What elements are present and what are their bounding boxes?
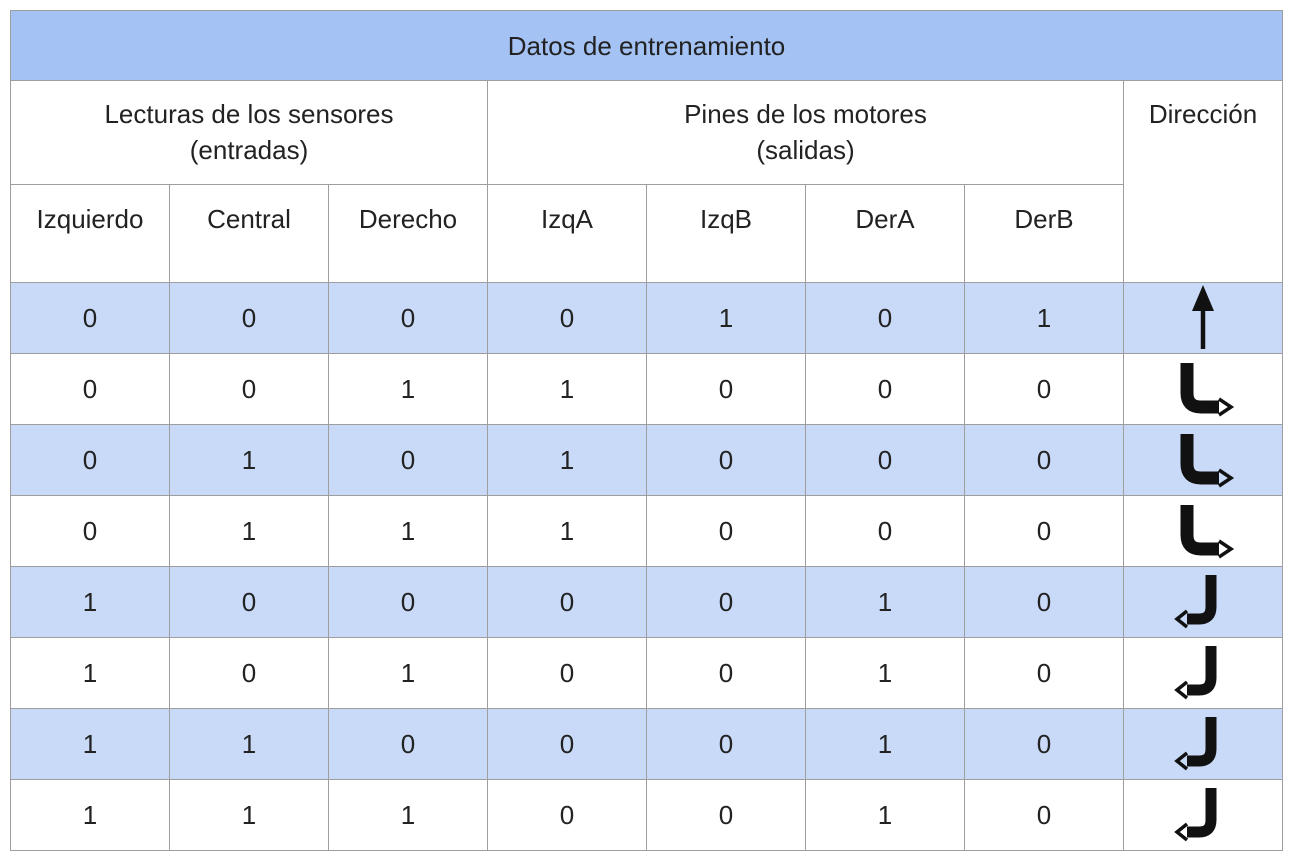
table-cell: 0 — [646, 708, 806, 780]
table-cell: 0 — [10, 424, 170, 496]
table-cell: 0 — [10, 495, 170, 567]
direction-cell — [1122, 424, 1284, 496]
direction-cell — [1122, 282, 1284, 354]
turn-right-arrow-icon — [1124, 361, 1282, 417]
table-cell: 0 — [805, 282, 965, 354]
table-title: Datos de entrenamiento — [9, 10, 1284, 81]
table-cell: 0 — [487, 637, 647, 709]
table-cell: 0 — [487, 566, 647, 638]
table-cell: 0 — [805, 424, 965, 496]
table-cell: 0 — [646, 637, 806, 709]
table-cell: 0 — [805, 495, 965, 567]
table-cell: 0 — [964, 708, 1124, 780]
title-row: Datos de entrenamiento — [9, 10, 1284, 81]
table-wrapper: Datos de entrenamiento Lecturas de los s… — [9, 10, 1284, 851]
table-cell: 1 — [10, 779, 170, 851]
table-cell: 0 — [169, 566, 329, 638]
table-cell: 0 — [964, 637, 1124, 709]
table-cell: 0 — [10, 353, 170, 425]
table-cell: 1 — [328, 495, 488, 567]
direction-cell — [1122, 566, 1284, 638]
direction-cell — [1122, 353, 1284, 425]
table-cell: 0 — [328, 282, 488, 354]
table-cell: 0 — [964, 779, 1124, 851]
table-cell: 1 — [169, 708, 329, 780]
table-cell: 1 — [487, 353, 647, 425]
table-cell: 1 — [487, 424, 647, 496]
direction-header: Dirección — [1122, 80, 1284, 283]
direction-cell — [1122, 708, 1284, 780]
turn-left-arrow-icon — [1124, 573, 1282, 631]
turn-right-arrow-icon — [1124, 432, 1282, 488]
table-cell: 0 — [646, 495, 806, 567]
table-cell: 0 — [487, 282, 647, 354]
table-cell: 1 — [10, 708, 170, 780]
turn-left-arrow-icon — [1124, 715, 1282, 773]
table-cell: 1 — [805, 637, 965, 709]
table-cell: 1 — [964, 282, 1124, 354]
training-data-table: Datos de entrenamiento Lecturas de los s… — [9, 10, 1284, 851]
direction-cell — [1122, 495, 1284, 567]
column-header: IzqB — [646, 184, 806, 283]
table-cell: 0 — [328, 566, 488, 638]
group-header-row: Lecturas de los sensores (entradas) Pine… — [10, 80, 1284, 283]
column-header: Central — [169, 184, 329, 283]
outputs-group-header: Pines de los motores (salidas) — [487, 80, 1124, 185]
table-cell: 1 — [10, 637, 170, 709]
column-header: Derecho — [328, 184, 488, 283]
table-cell: 0 — [964, 353, 1124, 425]
direction-cell — [1122, 637, 1284, 709]
table-cell: 0 — [328, 424, 488, 496]
arrow-up-icon — [1124, 285, 1282, 351]
table-cell: 0 — [646, 779, 806, 851]
table-cell: 0 — [169, 637, 329, 709]
table-cell: 0 — [964, 495, 1124, 567]
table-cell: 1 — [805, 708, 965, 780]
table-cell: 0 — [169, 282, 329, 354]
column-header: Izquierdo — [10, 184, 170, 283]
table-cell: 0 — [169, 353, 329, 425]
column-header: IzqA — [487, 184, 647, 283]
table-cell: 0 — [964, 566, 1124, 638]
table-cell: 1 — [805, 566, 965, 638]
table-cell: 0 — [646, 424, 806, 496]
column-header-row: Izquierdo Central Derecho IzqA IzqB DerA DerB — [10, 184, 1283, 283]
table-cell: 1 — [646, 282, 806, 354]
table-cell: 1 — [10, 566, 170, 638]
turn-left-arrow-icon — [1124, 786, 1282, 844]
table-cell: 1 — [169, 495, 329, 567]
column-header: DerB — [964, 184, 1124, 283]
table-cell: 1 — [169, 424, 329, 496]
table-cell: 0 — [646, 566, 806, 638]
table-cell: 0 — [964, 424, 1124, 496]
table-cell: 0 — [487, 708, 647, 780]
column-header: DerA — [805, 184, 965, 283]
table-cell: 0 — [646, 353, 806, 425]
inputs-group-header: Lecturas de los sensores (entradas) — [10, 80, 488, 185]
turn-left-arrow-icon — [1124, 644, 1282, 702]
table-cell: 1 — [328, 779, 488, 851]
table-cell: 1 — [169, 779, 329, 851]
turn-right-arrow-icon — [1124, 503, 1282, 559]
table-cell: 0 — [805, 353, 965, 425]
table-cell: 1 — [328, 353, 488, 425]
table-cell: 0 — [487, 779, 647, 851]
table-cell: 0 — [10, 282, 170, 354]
table-cell: 0 — [328, 708, 488, 780]
table-cell: 1 — [328, 637, 488, 709]
table-cell: 1 — [805, 779, 965, 851]
table-cell: 1 — [487, 495, 647, 567]
direction-cell — [1122, 779, 1284, 851]
